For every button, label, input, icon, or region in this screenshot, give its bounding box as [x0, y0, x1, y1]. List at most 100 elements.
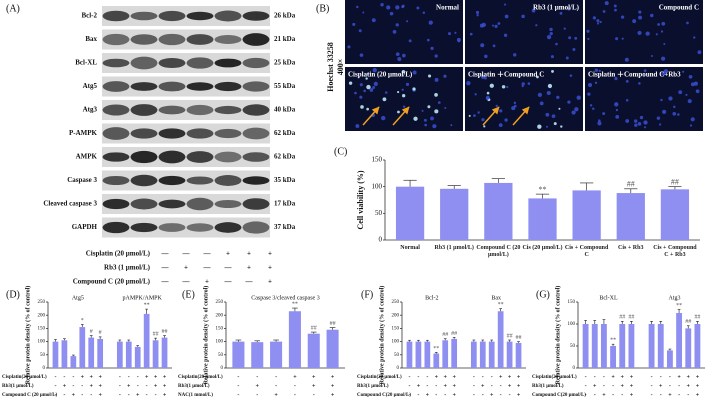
nucleus	[421, 109, 424, 112]
nucleus	[413, 116, 418, 121]
treatment-sign: -	[687, 392, 689, 398]
nucleus	[366, 84, 371, 90]
nucleus	[506, 85, 509, 89]
treatment-sign: -	[237, 392, 239, 398]
nucleus	[408, 39, 412, 43]
treatment-sign: —	[203, 250, 212, 258]
nucleus	[558, 107, 561, 110]
micrograph	[345, 67, 463, 131]
treatment-sign: -	[500, 383, 502, 389]
nucleus	[373, 81, 378, 87]
significance: ##	[442, 332, 448, 338]
nucleus	[568, 36, 572, 40]
panel-label: (A)	[6, 3, 20, 14]
nucleus	[395, 5, 400, 10]
nucleus	[513, 53, 517, 57]
nucleus	[430, 46, 434, 50]
bar	[288, 311, 301, 368]
blot-band	[214, 58, 242, 68]
significance: *	[81, 318, 84, 324]
y-tick-label: 150	[372, 156, 383, 164]
blot-label: Caspase 3	[67, 176, 97, 184]
nucleus	[397, 57, 402, 62]
blot-band	[186, 223, 214, 232]
nucleus	[511, 106, 516, 111]
nucleus	[604, 1, 609, 6]
bar	[442, 340, 449, 368]
treatment-sign: +	[696, 383, 700, 389]
nucleus	[432, 124, 437, 129]
nucleus	[486, 91, 490, 95]
nucleus	[457, 40, 461, 43]
nucleus	[638, 10, 642, 14]
treatment-sign: +	[154, 383, 158, 389]
nucleus	[527, 82, 531, 85]
significance: ##	[628, 315, 634, 321]
nucleus	[485, 95, 490, 100]
bar	[528, 198, 557, 240]
blot-band	[242, 221, 270, 234]
y-tick-label: 100	[568, 322, 576, 327]
nucleus	[402, 105, 406, 108]
nucleus	[687, 99, 692, 104]
nucleus	[574, 36, 578, 40]
nucleus	[513, 101, 517, 105]
treatment-sign: -	[482, 392, 484, 398]
x-tick-label: Cis + Compound C + Rb3	[653, 245, 697, 258]
treatment-label: Compound C (20 μmol/L)	[73, 278, 151, 286]
treatment-sign: +	[517, 383, 521, 389]
nucleus	[594, 68, 599, 72]
treatment-sign: -	[491, 383, 493, 389]
bar	[628, 324, 635, 368]
bar	[694, 324, 701, 368]
blot-size: 17 kDa	[274, 200, 296, 208]
treatment-sign: +	[312, 374, 316, 380]
blot-band	[214, 199, 242, 209]
treatment-sign: +	[154, 374, 158, 380]
treatment-sign: -	[146, 383, 148, 389]
nucleus	[422, 11, 426, 15]
nucleus	[401, 70, 406, 74]
treatment-sign: +	[417, 383, 421, 389]
treatment-sign: -	[137, 383, 139, 389]
blot-band	[102, 127, 130, 140]
nucleus	[637, 30, 642, 36]
nucleus	[662, 109, 667, 114]
nucleus	[416, 6, 420, 10]
blot-band	[130, 82, 158, 91]
nucleus	[555, 42, 558, 46]
nucleus	[589, 104, 593, 107]
bar	[591, 324, 598, 368]
nucleus	[689, 124, 693, 127]
nucleus	[426, 38, 430, 42]
treatment-sign: -	[54, 392, 56, 398]
nucleus	[359, 83, 363, 87]
nucleus	[551, 114, 556, 118]
nucleus	[661, 56, 666, 61]
treatment-sign: -	[612, 383, 614, 389]
bar	[666, 350, 673, 368]
nucleus	[537, 92, 542, 98]
nucleus	[521, 14, 525, 19]
y-tick-label: 0	[221, 366, 224, 371]
y-tick-label: 50	[375, 209, 383, 217]
y-tick-label: 200	[216, 313, 224, 318]
nucleus	[650, 54, 653, 58]
y-axis-title: Relative protein density (% of control)	[554, 286, 561, 385]
nucleus	[424, 123, 428, 127]
blot-band	[186, 82, 214, 91]
treatment-sign: +	[452, 374, 456, 380]
treatment-sign: +	[268, 264, 272, 272]
significance: **	[292, 301, 298, 307]
panel-label: (B)	[316, 3, 329, 14]
blot-band	[186, 128, 214, 139]
blot-band	[102, 198, 130, 210]
treatment-sign: —	[161, 278, 170, 286]
treatment-sign: -	[417, 392, 419, 398]
treatment-sign: -	[81, 383, 83, 389]
group-label: Bcl-XL	[599, 295, 618, 301]
nucleus	[444, 106, 447, 109]
bar	[484, 182, 513, 240]
y-tick-label: 0	[397, 366, 400, 371]
nucleus	[357, 76, 360, 79]
